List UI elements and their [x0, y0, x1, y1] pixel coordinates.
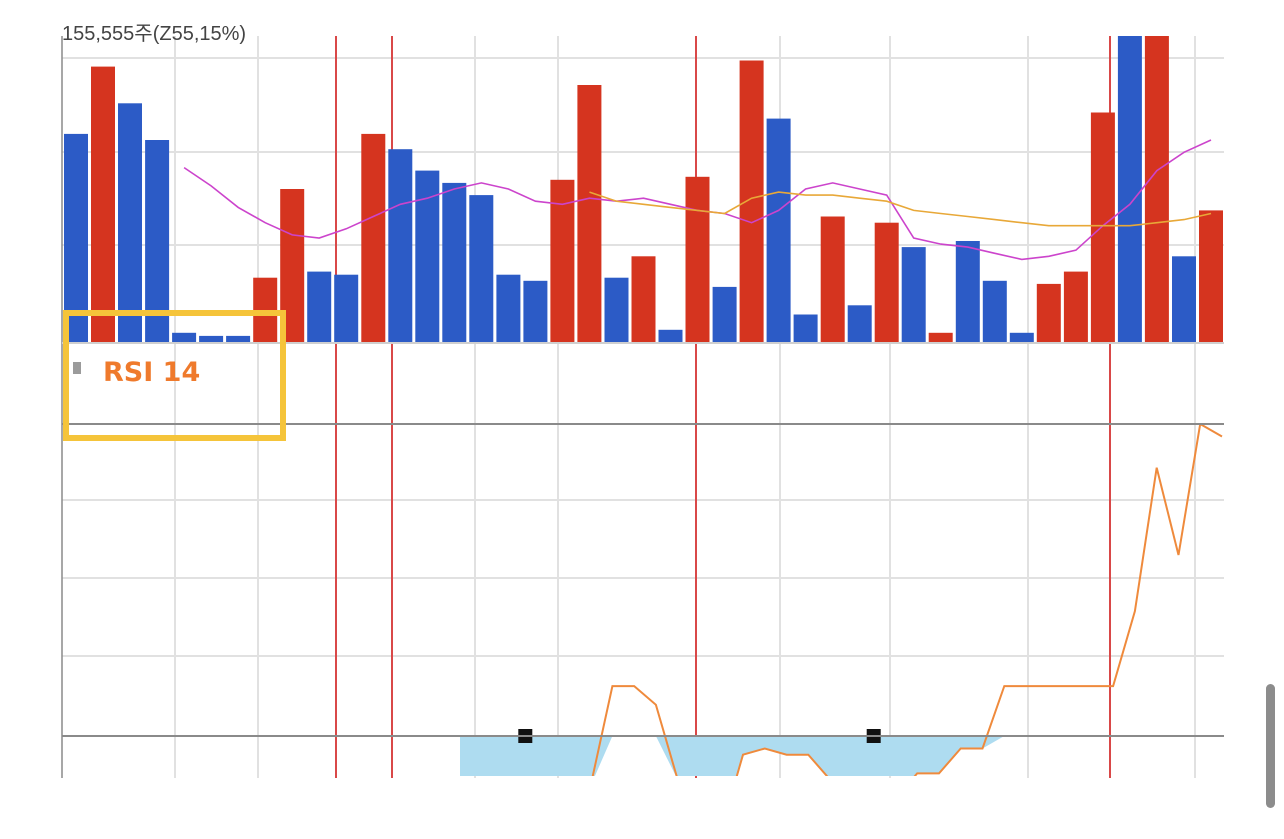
volume-readout: 155,555주(Z55,15%)	[62, 23, 246, 45]
volume-bar	[739, 60, 764, 342]
volume-bar	[847, 305, 872, 342]
volume-bar	[388, 149, 413, 342]
highlight-box	[63, 310, 286, 441]
volume-bar	[901, 247, 926, 342]
volume-bar	[982, 280, 1007, 342]
volume-bar	[685, 176, 710, 342]
volume-bar	[874, 222, 899, 342]
volume-bar	[523, 280, 548, 342]
volume-bar	[226, 335, 251, 342]
volume-bar	[1009, 332, 1034, 342]
event-markers	[335, 36, 1111, 778]
volume-bar	[64, 133, 88, 342]
rsi-oversold-fill	[460, 736, 1222, 776]
volume-bar	[1117, 36, 1142, 342]
volume-bar	[955, 241, 980, 342]
volume-bar	[361, 133, 386, 342]
volume-bar	[577, 85, 602, 342]
panel-axes	[61, 36, 1224, 778]
volume-bar	[658, 329, 683, 342]
volume-bar	[307, 271, 332, 342]
rsi-label: RSI 14	[103, 357, 200, 388]
volume-bar	[334, 274, 359, 342]
volume-bar	[712, 286, 737, 342]
volume-bar	[442, 182, 467, 342]
volume-bar	[118, 103, 142, 342]
rsi-line	[591, 424, 1223, 776]
volume-bar	[766, 118, 791, 342]
volume-bar	[199, 335, 224, 342]
volume-bar	[1172, 256, 1196, 342]
volume-bar	[415, 170, 440, 342]
volume-bar	[145, 140, 170, 342]
volume-bar	[1144, 36, 1169, 342]
volume-bars	[64, 36, 1223, 342]
volume-bar	[1199, 210, 1223, 342]
moving-average-lines	[183, 139, 1212, 261]
volume-bar	[1063, 271, 1088, 342]
volume-bar	[469, 195, 494, 342]
volume-bar	[928, 332, 953, 342]
volume-bar	[1036, 283, 1061, 342]
volume-bar	[1090, 112, 1115, 342]
moving-average-line	[589, 191, 1212, 227]
rsi-plot	[460, 424, 1223, 776]
volume-bar	[550, 179, 575, 342]
volume-bar	[820, 216, 845, 342]
volume-bar	[496, 274, 521, 342]
volume-bar	[793, 314, 818, 342]
volume-bar	[91, 66, 115, 342]
volume-bar	[604, 277, 629, 342]
volume-bar	[631, 256, 656, 342]
grid	[62, 36, 1224, 778]
volume-bar	[253, 277, 278, 342]
legend-marker	[73, 362, 81, 374]
scrollbar-thumb[interactable]	[1266, 684, 1275, 808]
volume-bar	[172, 332, 197, 342]
